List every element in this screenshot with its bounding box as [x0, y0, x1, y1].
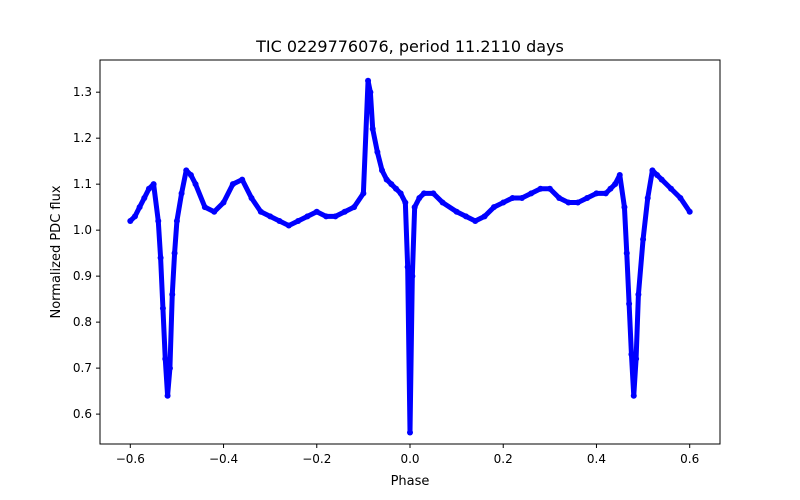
x-axis-label: Phase: [391, 474, 430, 489]
x-tick-label: 0.0: [400, 452, 419, 466]
y-tick-label: 0.7: [73, 361, 92, 375]
x-axis: −0.6 −0.4 −0.2 0.0 0.2 0.4 0.6: [116, 444, 699, 466]
x-tick-label: −0.4: [209, 452, 238, 466]
y-tick-label: 0.8: [73, 315, 92, 329]
x-tick-label: −0.6: [116, 452, 145, 466]
y-axis: 0.6 0.7 0.8 0.9 1.0 1.1 1.2 1.3: [73, 85, 100, 421]
x-tick-label: 0.4: [587, 452, 606, 466]
y-tick-label: 1.2: [73, 131, 92, 145]
series-points: [127, 77, 693, 436]
chart-title: TIC 0229776076, period 11.2110 days: [255, 37, 564, 56]
x-tick-label: 0.6: [680, 452, 699, 466]
y-tick-label: 1.0: [73, 223, 92, 237]
y-tick-label: 1.3: [73, 85, 92, 99]
x-tick-label: −0.2: [302, 452, 331, 466]
y-axis-label: Normalized PDC flux: [49, 185, 64, 318]
series-trace: [128, 78, 692, 435]
y-tick-label: 0.6: [73, 407, 92, 421]
data-layer: [127, 77, 693, 436]
y-tick-label: 0.9: [73, 269, 92, 283]
x-tick-label: 0.2: [494, 452, 513, 466]
y-tick-label: 1.1: [73, 177, 92, 191]
